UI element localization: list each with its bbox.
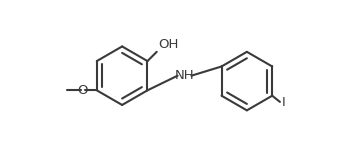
Text: I: I bbox=[281, 96, 285, 109]
Text: OH: OH bbox=[158, 38, 179, 51]
Text: NH: NH bbox=[175, 69, 194, 82]
Text: O: O bbox=[78, 84, 88, 97]
